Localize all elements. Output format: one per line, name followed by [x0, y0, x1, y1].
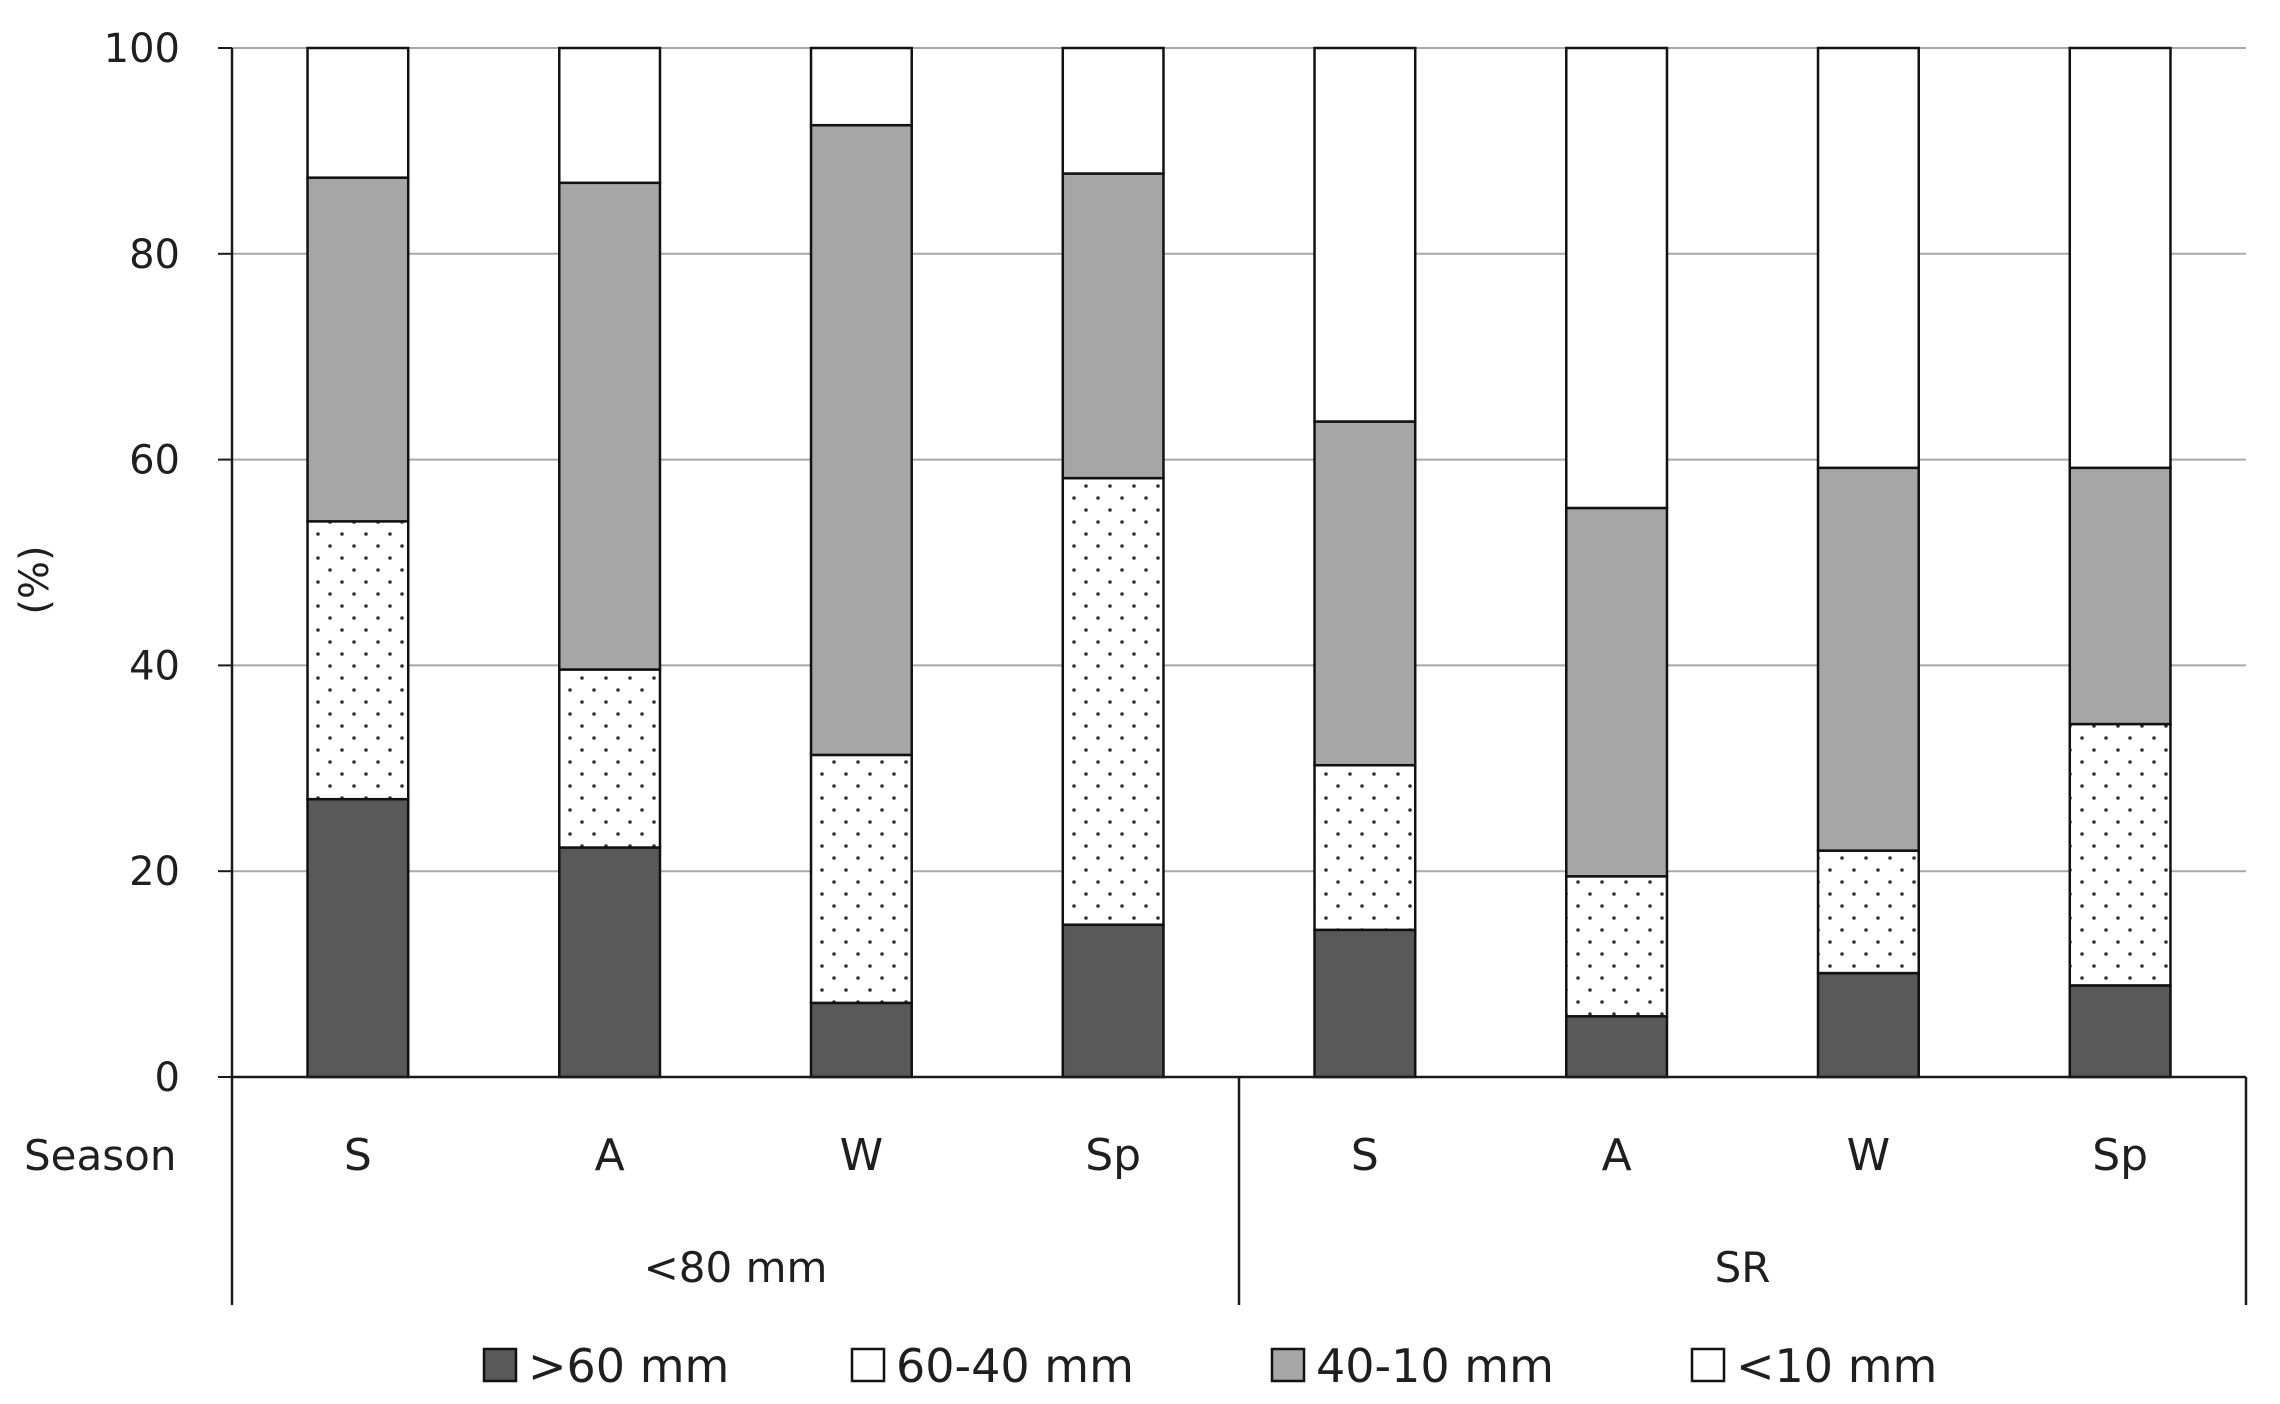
bar-segment-60-mm	[1565, 1015, 1669, 1079]
bar-segment-10-mm	[1313, 46, 1417, 423]
bar-segment-40-10-mm	[2068, 466, 2172, 726]
legend-swatch	[1690, 1347, 1726, 1383]
x-category-label: Sp	[2092, 1130, 2148, 1181]
season-row-label: Season	[24, 1131, 176, 1180]
x-category-label: S	[1351, 1130, 1379, 1181]
bar-segment-10-mm	[1565, 46, 1669, 510]
bar-segment-10-mm	[558, 46, 662, 185]
bar-segment-60-mm	[1061, 923, 1165, 1079]
x-category-label: A	[595, 1130, 625, 1181]
bar-segment-60-40-mm	[1565, 875, 1669, 1018]
legend-swatch	[850, 1347, 886, 1383]
bar-segment-40-10-mm	[558, 181, 662, 671]
y-tick-label: 20	[129, 849, 180, 895]
y-tick-label: 80	[129, 232, 180, 278]
bar-segment-60-mm	[306, 797, 410, 1079]
bar-segment-60-mm	[2068, 984, 2172, 1079]
bar-segment-10-mm	[2068, 46, 2172, 470]
bar-segment-10-mm	[306, 46, 410, 179]
bar-segment-60-40-mm	[1816, 849, 1920, 975]
y-tick-label: 60	[129, 438, 180, 484]
legend-label: >60 mm	[528, 1339, 729, 1393]
bar-segment-60-40-mm	[1313, 763, 1417, 932]
bar-segment-60-40-mm	[306, 520, 410, 801]
bar-segment-40-10-mm	[1061, 172, 1165, 480]
bar-segment-40-10-mm	[1313, 420, 1417, 767]
bar-segment-40-10-mm	[1816, 466, 1920, 852]
y-tick-label: 0	[155, 1055, 180, 1101]
y-axis-label: (%)	[12, 545, 58, 614]
bar-segment-60-mm	[1816, 971, 1920, 1079]
bar-segment-60-mm	[1313, 928, 1417, 1079]
bar-segment-60-40-mm	[1061, 476, 1165, 926]
bar-segment-60-40-mm	[809, 753, 913, 1005]
bar-segment-60-mm	[809, 1001, 913, 1079]
group-label: <80 mm	[644, 1243, 828, 1292]
bar-segment-40-10-mm	[306, 176, 410, 523]
legend-swatch	[1270, 1347, 1306, 1383]
legend-swatch	[482, 1347, 518, 1383]
bar-segment-60-mm	[558, 846, 662, 1079]
bar-segment-60-40-mm	[558, 668, 662, 849]
x-category-label: W	[840, 1130, 884, 1181]
y-tick-label: 100	[104, 26, 180, 72]
bar-segment-60-40-mm	[2068, 722, 2172, 987]
x-category-label: A	[1602, 1130, 1632, 1181]
x-category-label: S	[344, 1130, 372, 1181]
bar-segment-10-mm	[1816, 46, 1920, 470]
legend-label: 60-40 mm	[896, 1339, 1134, 1393]
legend-label: 40-10 mm	[1316, 1339, 1554, 1393]
x-category-label: W	[1847, 1130, 1891, 1181]
bar-segment-40-10-mm	[809, 123, 913, 757]
bar-segment-40-10-mm	[1565, 506, 1669, 878]
x-category-label: Sp	[1085, 1130, 1141, 1181]
group-label: SR	[1715, 1243, 1771, 1292]
y-tick-label: 40	[129, 643, 180, 689]
legend-label: <10 mm	[1736, 1339, 1937, 1393]
bar-segment-10-mm	[809, 46, 913, 127]
bar-segment-10-mm	[1061, 46, 1165, 175]
